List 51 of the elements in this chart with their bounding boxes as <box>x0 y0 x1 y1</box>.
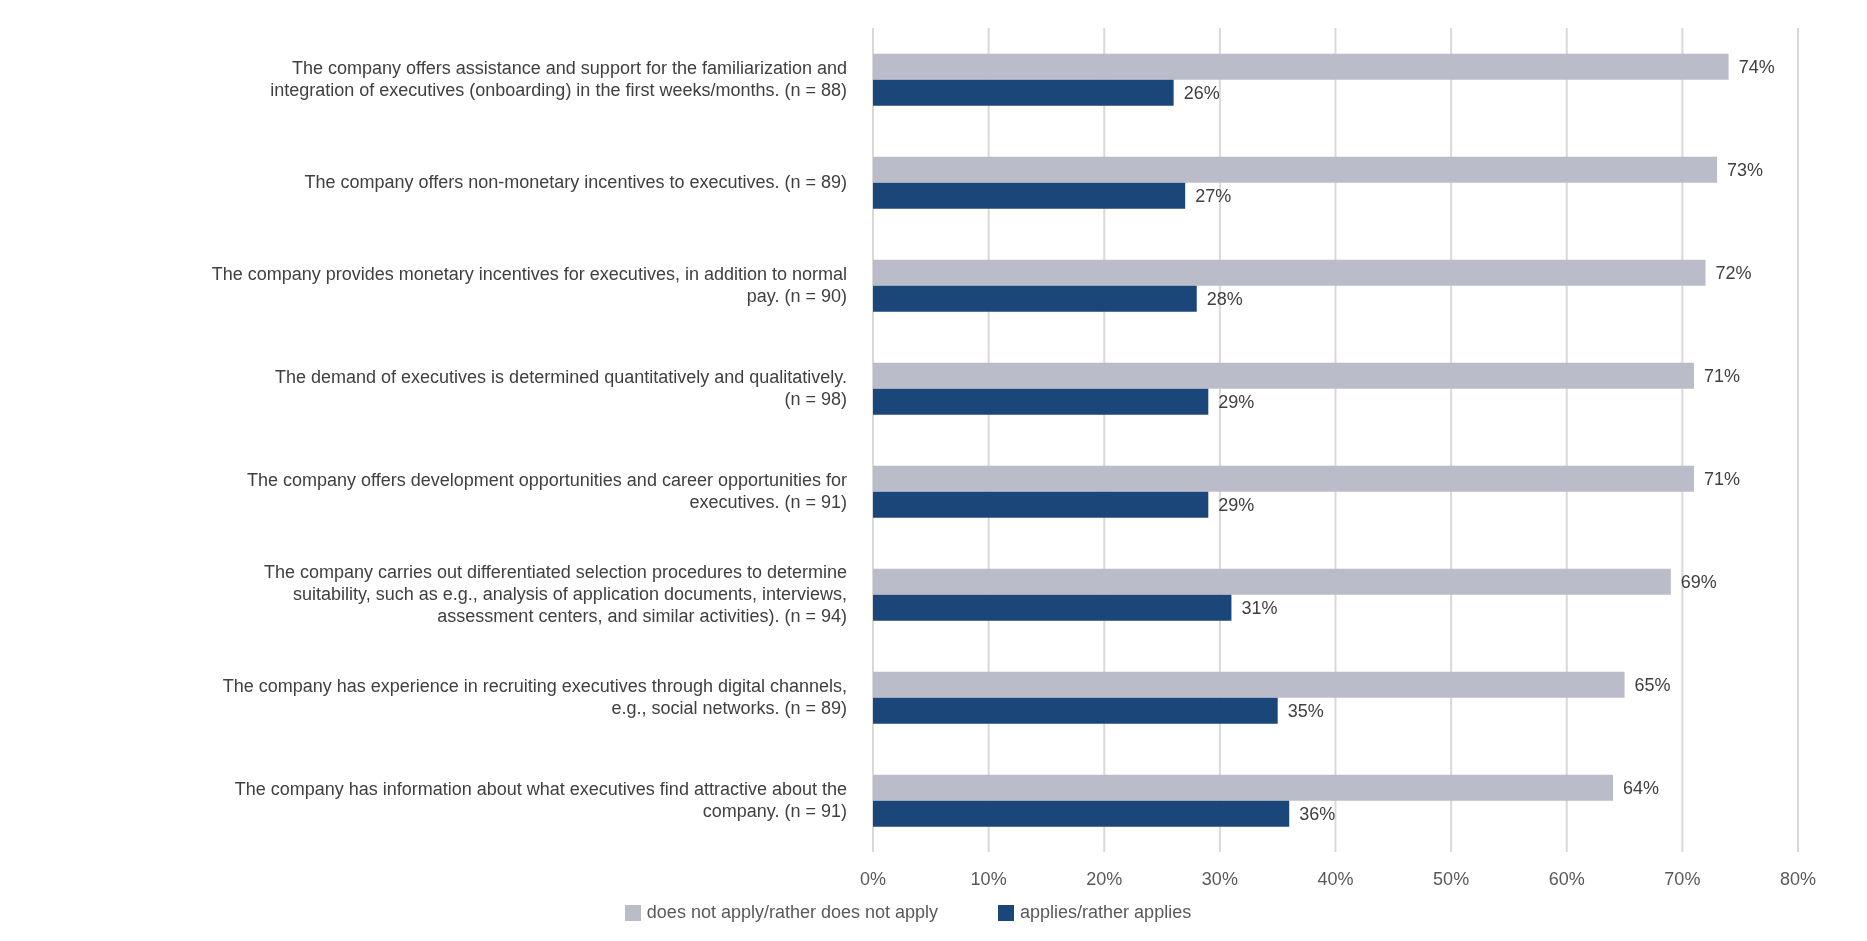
y-tick-label: The company offers non-monetary incentives to executives. (n = 89) <box>304 171 847 192</box>
y-tick-label: The company offers development opportunities and career opportunities for executives. (n = 91) <box>246 469 847 512</box>
data-label: 65% <box>1634 675 1671 696</box>
data-label: 35% <box>1287 701 1324 722</box>
data-label: 74% <box>1738 57 1775 78</box>
y-tick-label: The company has experience in recruiting executives through digital channels, e.g., social networks. (n = 89) <box>222 675 847 718</box>
data-label: 29% <box>1218 495 1255 516</box>
data-label: 28% <box>1206 289 1243 310</box>
x-tick-label: 30% <box>1201 868 1238 889</box>
bar <box>873 568 1671 595</box>
bar <box>873 671 1625 698</box>
data-label: 69% <box>1680 572 1717 593</box>
x-tick-label: 0% <box>859 868 887 889</box>
data-label: 64% <box>1623 778 1660 799</box>
bar <box>873 800 1290 827</box>
bar <box>873 491 1209 518</box>
bar <box>873 285 1197 312</box>
x-tick-label: 20% <box>1086 868 1123 889</box>
bar <box>873 362 1694 389</box>
x-tick-label: 80% <box>1779 868 1817 889</box>
bar <box>873 697 1278 724</box>
data-label: 71% <box>1703 366 1740 387</box>
data-label: 26% <box>1183 83 1220 104</box>
bar <box>873 465 1694 492</box>
data-label: 73% <box>1727 160 1764 181</box>
bar <box>873 388 1209 415</box>
data-label: 31% <box>1241 598 1278 619</box>
data-label: 72% <box>1715 263 1752 284</box>
data-label: 27% <box>1195 186 1232 207</box>
data-label: 29% <box>1218 392 1255 413</box>
legend-label: does not apply/rather does not apply <box>645 902 939 923</box>
bar <box>873 79 1174 106</box>
bar <box>873 594 1232 621</box>
x-tick-label: 60% <box>1548 868 1585 889</box>
data-label: 36% <box>1299 804 1336 825</box>
bar <box>873 156 1718 183</box>
x-tick-label: 40% <box>1317 868 1354 889</box>
legend-label: applies/rather applies <box>1019 902 1192 923</box>
x-tick-label: 50% <box>1433 868 1470 889</box>
y-tick-label: The company offers assistance and support for the familiarization and integration of executives (onboarding) in the first weeks/months. (n = 88) <box>270 57 847 100</box>
x-tick-label: 10% <box>970 868 1007 889</box>
y-tick-label: The company provides monetary incentives for executives, in addition to normal pay. (n = 90) <box>211 263 847 306</box>
bar <box>873 259 1706 286</box>
bar <box>873 53 1729 80</box>
y-tick-label: The company carries out differentiated selection procedures to determine suitability, such as e.g., analysis of application documents, interviews, assessment centers, and similar activities). (n = 94) <box>264 561 847 626</box>
bar <box>873 774 1613 801</box>
x-tick-label: 70% <box>1664 868 1701 889</box>
data-label: 71% <box>1703 469 1740 490</box>
bar <box>873 182 1186 209</box>
y-tick-label: The company has information about what executives find attractive about the company. (n = 91) <box>234 778 847 821</box>
y-tick-label: The demand of executives is determined quantitatively and qualitatively. (n = 98) <box>275 366 847 409</box>
